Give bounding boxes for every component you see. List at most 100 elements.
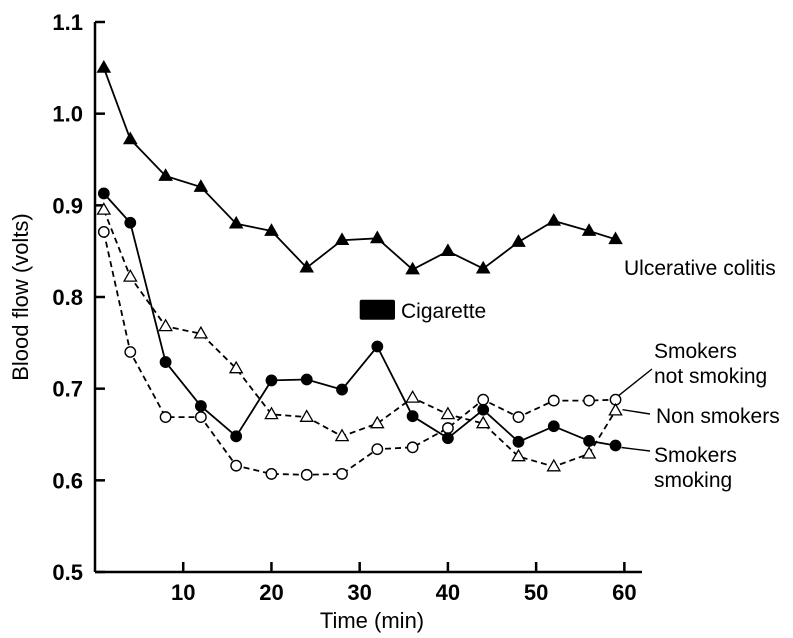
non-smokers-line	[102, 209, 617, 468]
non-smokers-point	[440, 406, 456, 420]
cigarette-bar	[359, 299, 395, 320]
non-smokers-point	[96, 202, 112, 215]
smokers-not-smoking-label: Smokers	[654, 340, 737, 363]
cigarette-annotation: Cigarette	[359, 299, 486, 323]
x-tick-label: 30	[347, 580, 371, 605]
non-smokers-point	[405, 389, 420, 403]
smokers-smoking-point	[97, 187, 110, 200]
smokers-not-smoking-point	[477, 393, 490, 406]
axes	[93, 22, 642, 574]
ulcerative-colitis-point	[511, 234, 526, 247]
smokers-not-smoking-label: not smoking	[654, 365, 767, 388]
x-ticks: 10 20 30 40 50 60	[171, 562, 637, 605]
smokers-not-smoking-point	[512, 411, 525, 423]
smokers-smoking-line	[103, 192, 616, 447]
ulcerative-colitis-point	[122, 131, 138, 145]
smokers-smoking-point	[194, 400, 207, 412]
ulcerative-colitis-point	[440, 243, 456, 257]
smokers-not-smoking-point	[442, 422, 454, 434]
smokers-smoking-label: smoking	[654, 469, 732, 492]
smokers-not-smoking-point	[230, 459, 243, 472]
ulcerative-colitis-point	[193, 179, 209, 192]
cigarette-label: Cigarette	[401, 300, 486, 323]
non-smokers-point	[546, 458, 562, 472]
non-smokers-point	[581, 445, 597, 459]
ulcerative-colitis-point	[158, 168, 173, 181]
x-tick-label: 20	[259, 580, 283, 605]
smokers-not-smoking-line	[102, 231, 616, 476]
smokers-not-smoking-point	[124, 346, 137, 358]
y-tick-label: 0.9	[52, 193, 83, 218]
ulcerative-colitis-point	[405, 261, 420, 275]
smokers-not-smoking-point	[159, 411, 172, 423]
ulcerative-colitis-point	[475, 260, 491, 274]
smokers-not-smoking-point	[97, 226, 110, 238]
y-tick-label: 0.8	[52, 285, 83, 310]
ulcerative-colitis-point	[96, 59, 112, 73]
non-smokers-point	[511, 448, 526, 462]
non-smokers-point	[193, 325, 209, 339]
smokers-not-smoking-point	[265, 468, 278, 480]
smokers-smoking-point	[159, 356, 172, 368]
smokers-smoking-point	[336, 383, 348, 396]
label-connectors	[618, 368, 653, 452]
non-smokers-label: Non smokers	[656, 405, 780, 428]
y-tick-label: 0.7	[52, 377, 83, 402]
smokers-not-smoking-point	[194, 411, 207, 423]
non-smokers-point	[264, 406, 279, 420]
ulcerative-colitis-point	[581, 223, 597, 236]
ulcerative-colitis-point	[608, 231, 623, 245]
smokers-smoking-point	[583, 435, 595, 447]
ulcerative-colitis-point	[334, 232, 350, 246]
smokers-smoking-point	[124, 216, 137, 229]
y-tick-label: 0.6	[52, 468, 83, 493]
x-tick-label: 50	[524, 580, 548, 605]
x-tick-label: 40	[436, 580, 460, 605]
smokers-not-smoking-point	[547, 394, 560, 407]
smokers-smoking-point	[406, 410, 419, 423]
smokers-not-smoking-point	[371, 443, 384, 456]
x-tick-label: 10	[171, 580, 195, 605]
smokers-smoking-connector	[621, 446, 651, 452]
non-smokers-point	[122, 268, 138, 282]
y-tick-label: 0.5	[52, 560, 83, 585]
smokers-not-smoking-point	[336, 468, 348, 480]
smokers-smoking-point	[442, 432, 454, 445]
smokers-smoking-point	[265, 374, 278, 387]
non-smokers-point	[475, 415, 491, 429]
non-smokers-point	[299, 409, 315, 422]
series-markers	[96, 59, 623, 481]
x-axis-title: Time (min)	[320, 608, 424, 633]
non-smokers-point	[369, 415, 385, 429]
x-tick-label: 60	[612, 580, 636, 605]
ulcerative-colitis-point	[228, 215, 244, 229]
ulcerative-colitis-point	[546, 213, 562, 226]
smokers-smoking-point	[230, 430, 243, 443]
smokers-smoking-point	[300, 373, 313, 386]
y-tick-label: 1.1	[52, 10, 83, 35]
series-lines	[102, 67, 617, 476]
ulcerative-colitis-point	[369, 230, 385, 244]
non-smokers-point	[608, 402, 623, 416]
y-axis-title: Blood flow (volts)	[8, 213, 33, 381]
non-smokers-point	[334, 428, 350, 442]
non-smokers-point	[228, 360, 244, 374]
ulcerative-colitis-line	[102, 67, 616, 271]
y-ticks: 0.5 0.6 0.7 0.8 0.9 1.0 1.1	[52, 10, 105, 585]
smokers-not-smoking-point	[406, 441, 419, 454]
smokers-not-smoking-point	[300, 468, 313, 481]
non-smokers-connector	[622, 408, 651, 415]
smokers-smoking-point	[371, 340, 384, 353]
ulcerative-colitis-label: Ulcerative colitis	[624, 257, 776, 280]
smokers-smoking-point	[609, 439, 622, 452]
smokers-not-smoking-point	[583, 394, 595, 407]
non-smokers-point	[158, 318, 173, 332]
smokers-smoking-point	[547, 420, 560, 433]
smokers-smoking-label: Smokers	[654, 444, 737, 467]
smokers-smoking-point	[477, 403, 490, 416]
y-tick-label: 1.0	[52, 102, 83, 127]
smokers-smoking-point	[512, 435, 525, 448]
smokers-not-smoking-connector	[618, 368, 653, 397]
ulcerative-colitis-point	[264, 223, 279, 236]
